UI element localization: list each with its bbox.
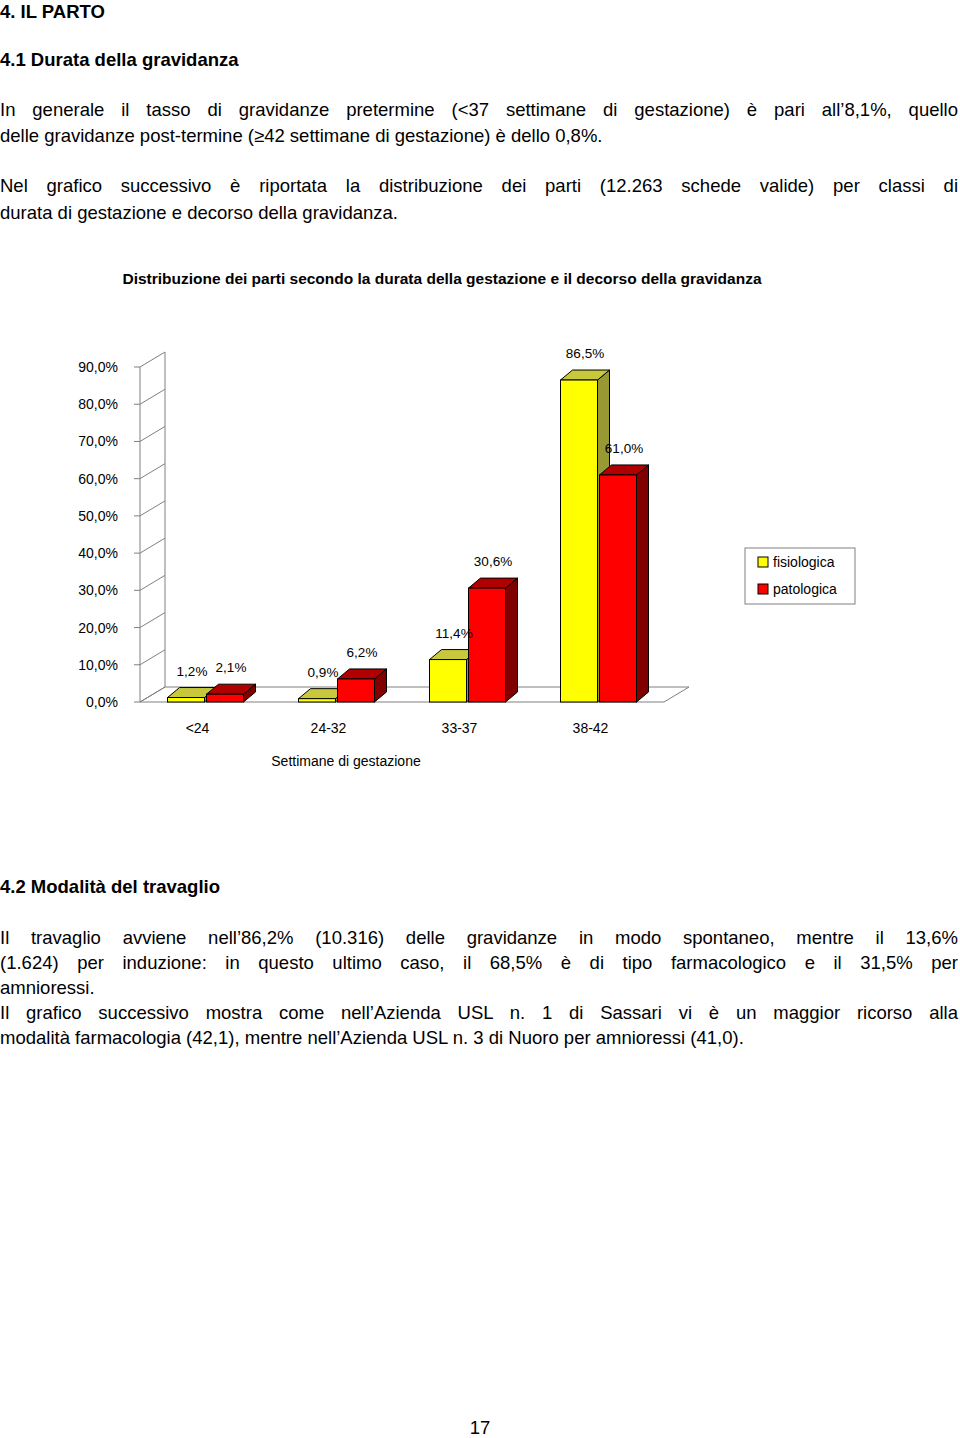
wall-tick (140, 613, 165, 628)
legend-box (745, 548, 855, 604)
y-tick-label: 10,0% (78, 657, 118, 673)
wall-tick (140, 501, 165, 516)
paragraph-line: Il grafico successivo mostra come nell’A… (0, 1000, 958, 1026)
y-tick-label: 20,0% (78, 620, 118, 636)
paragraph-line: Nel grafico successivo è riportata la di… (0, 173, 958, 199)
x-tick-label: 24-32 (311, 720, 347, 736)
bar-top (207, 684, 256, 694)
y-tick (134, 515, 140, 516)
data-label: 30,6% (474, 554, 512, 569)
paragraph-line: Il travaglio avviene nell’86,2% (10.316)… (0, 925, 958, 951)
section-title: 4.1 Durata della gravidanza (0, 47, 958, 73)
bar-top (430, 650, 479, 660)
bar-side (336, 689, 348, 702)
bar-side (506, 578, 518, 702)
chart-title: Distribuzione dei parti secondo la durat… (122, 270, 761, 287)
bar-top (299, 689, 348, 699)
y-tick-label: 0,0% (86, 694, 118, 710)
paragraph-line: durata di gestazione e decorso della gra… (0, 200, 958, 226)
bar-side (244, 684, 256, 702)
paragraph-line: In generale il tasso di gravidanze prete… (0, 97, 958, 123)
y-tick-label: 70,0% (78, 433, 118, 449)
chapter-title: 4. IL PARTO (0, 0, 958, 25)
wall-tick (140, 389, 165, 404)
bar-side (637, 465, 649, 702)
y-tick (134, 478, 140, 479)
y-tick (134, 590, 140, 591)
paragraph-line: modalità farmacologia (42,1), mentre nel… (0, 1025, 958, 1051)
bar-side (375, 669, 387, 702)
paragraph-line: amnioressi. (0, 975, 958, 1001)
data-label: 6,2% (347, 645, 378, 660)
wall-tick (140, 352, 165, 367)
bar-top (168, 688, 217, 698)
bar-top (338, 669, 387, 679)
y-tick (134, 441, 140, 442)
y-tick-label: 60,0% (78, 471, 118, 487)
y-tick (134, 553, 140, 554)
bar-side (467, 650, 479, 702)
data-label: 2,1% (216, 660, 247, 675)
floor (140, 687, 689, 702)
bar-side (598, 370, 610, 702)
bar-side (205, 688, 217, 702)
data-label: 1,2% (177, 664, 208, 679)
paragraph-line: (1.624) per induzione: in questo ultimo … (0, 950, 958, 976)
x-tick-label: <24 (186, 720, 210, 736)
data-labels: 1,2% 0,9% 11,4% 86,5% 2,1% 6,2% 30,6% 61,0% (177, 346, 644, 680)
wall-tick (140, 538, 165, 553)
y-tick-label: 40,0% (78, 545, 118, 561)
y-tick-label: 80,0% (78, 396, 118, 412)
bar (299, 699, 336, 702)
wall-tick (140, 426, 165, 441)
data-label: 11,4% (435, 626, 472, 641)
wall-tick (140, 464, 165, 479)
y-tick-label: 30,0% (78, 582, 118, 598)
section-title: 4.2 Modalità del travaglio (0, 874, 958, 900)
bar (430, 660, 467, 702)
bars (168, 370, 649, 702)
bar (469, 588, 506, 702)
wall-tick (140, 687, 165, 702)
bar-top (561, 370, 610, 380)
y-tick (134, 404, 140, 405)
data-label: 86,5% (566, 346, 604, 361)
data-label: 61,0% (605, 441, 643, 456)
legend-label: patologica (773, 581, 837, 597)
bar (338, 679, 375, 702)
bar (561, 380, 598, 702)
legend-swatch (758, 584, 768, 594)
x-axis-label: Settimane di gestazione (271, 753, 421, 769)
chart: Distribuzione dei parti secondo la durat… (0, 0, 960, 1438)
y-tick (134, 664, 140, 665)
x-tick-label: 33-37 (442, 720, 478, 736)
y-tick-label: 50,0% (78, 508, 118, 524)
paragraph-line: delle gravidanze post-termine (≥42 setti… (0, 123, 958, 149)
legend-label: fisiologica (773, 554, 835, 570)
y-tick-label: 90,0% (78, 359, 118, 375)
page-number: 17 (0, 1415, 960, 1438)
y-tick (134, 367, 140, 368)
legend: fisiologica patologica (745, 548, 855, 604)
legend-swatch (758, 557, 768, 567)
wall-tick (140, 575, 165, 590)
back-wall (165, 352, 166, 687)
data-label: 0,9% (308, 665, 339, 680)
bar-top (600, 465, 649, 475)
bar (600, 475, 637, 702)
y-tick (134, 702, 140, 703)
bar (168, 698, 205, 702)
y-tick (134, 627, 140, 628)
axis-front (140, 367, 141, 702)
bar (207, 694, 244, 702)
x-tick-label: 38-42 (573, 720, 609, 736)
wall-tick (140, 650, 165, 665)
bar-top (469, 578, 518, 588)
